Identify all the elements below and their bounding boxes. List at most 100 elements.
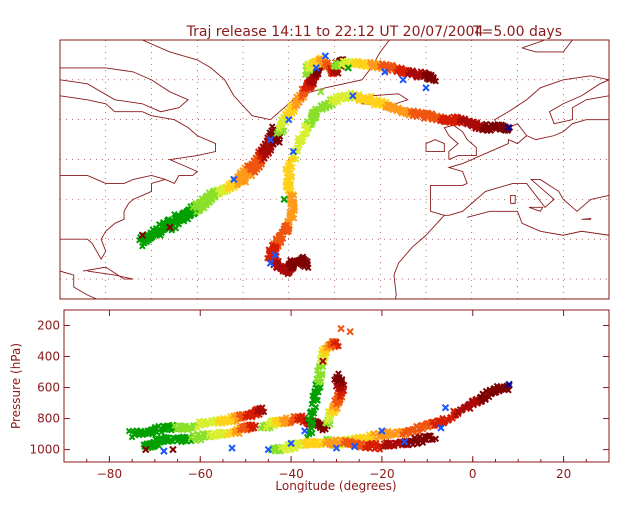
map-endpoint-marker bbox=[422, 84, 430, 92]
map-track-mark bbox=[214, 186, 222, 193]
map-trajectory bbox=[137, 133, 284, 244]
map-track-mark bbox=[286, 191, 294, 198]
map-track-mark bbox=[264, 254, 271, 262]
map-track-mark bbox=[178, 212, 185, 219]
map-track-mark bbox=[340, 57, 348, 65]
pressure-endpoint-marker bbox=[332, 382, 341, 390]
map-track-mark bbox=[470, 119, 477, 127]
map-endpoint-marker bbox=[266, 259, 275, 267]
pressure-track-mark bbox=[335, 342, 342, 350]
map-track-mark bbox=[430, 73, 437, 81]
map-endpoint-marker bbox=[271, 251, 279, 259]
map-track-mark bbox=[402, 106, 410, 114]
map-trajectory bbox=[264, 105, 321, 278]
pressure-trajectory bbox=[257, 412, 331, 434]
coastline bbox=[60, 95, 217, 185]
pressure-track-mark bbox=[372, 439, 380, 447]
pressure-track-mark bbox=[308, 400, 316, 408]
pressure-track-mark bbox=[256, 407, 264, 415]
map-track-mark bbox=[183, 209, 190, 216]
map-track-mark bbox=[256, 153, 264, 160]
time-label: T=5.00 days bbox=[472, 24, 562, 40]
pressure-track-mark bbox=[427, 432, 435, 440]
pressure-track-mark bbox=[411, 425, 418, 433]
map-panel bbox=[59, 39, 629, 300]
pressure-track-mark bbox=[417, 424, 425, 432]
pressure-track-mark bbox=[282, 443, 289, 451]
pressure-track-mark bbox=[429, 418, 436, 426]
pressure-endpoint-marker bbox=[505, 380, 513, 389]
coastline bbox=[443, 124, 477, 160]
map-endpoint-marker bbox=[504, 123, 513, 132]
map-track-mark bbox=[201, 195, 209, 202]
pressure-track-mark bbox=[317, 384, 324, 391]
coastlines bbox=[60, 40, 629, 299]
map-track-mark bbox=[159, 218, 167, 226]
y-tick-label: 600 bbox=[37, 381, 60, 395]
pressure-track-mark bbox=[309, 418, 317, 425]
map-endpoint-marker bbox=[285, 115, 293, 124]
pressure-trajectory bbox=[267, 432, 440, 455]
pressure-track-mark bbox=[322, 425, 329, 433]
pressure-track-mark bbox=[331, 376, 338, 384]
pressure-track-mark bbox=[317, 421, 325, 428]
pressure-track-mark bbox=[500, 386, 508, 393]
map-track-mark bbox=[395, 65, 402, 72]
map-endpoint-marker bbox=[138, 231, 147, 239]
pressure-track-mark bbox=[328, 442, 335, 449]
coastline bbox=[528, 206, 544, 212]
pressure-endpoint-marker bbox=[169, 445, 177, 454]
pressure-track-mark bbox=[322, 440, 329, 448]
map-track-mark bbox=[284, 187, 292, 195]
pressure-endpoint-marker bbox=[142, 445, 150, 454]
pressure-track-mark bbox=[333, 338, 340, 346]
pressure-endpoint-marker bbox=[337, 324, 345, 333]
map-track-mark bbox=[377, 102, 385, 110]
map-track-mark bbox=[285, 165, 293, 173]
pressure-track-mark bbox=[248, 421, 256, 428]
map-track-mark bbox=[291, 97, 299, 105]
coastline bbox=[82, 266, 134, 280]
map-endpoint-marker bbox=[230, 175, 238, 184]
map-endpoint-marker bbox=[289, 147, 298, 156]
map-track-mark bbox=[282, 111, 290, 119]
coastline bbox=[510, 194, 516, 204]
coastline bbox=[548, 79, 609, 125]
coastline bbox=[393, 215, 445, 299]
y-tick-label: 1000 bbox=[29, 443, 60, 457]
coastline bbox=[425, 139, 445, 153]
pressure-track-mark bbox=[364, 441, 372, 448]
map-endpoint-marker bbox=[312, 64, 320, 72]
pressure-track-mark bbox=[308, 413, 316, 420]
coastline bbox=[526, 119, 609, 141]
pressure-track-mark bbox=[205, 430, 213, 437]
coastline bbox=[521, 40, 573, 53]
map-endpoint-marker bbox=[381, 68, 389, 76]
coastline bbox=[620, 217, 629, 221]
pressure-track-mark bbox=[195, 418, 203, 425]
pressure-track-mark bbox=[310, 406, 318, 414]
coastline bbox=[60, 67, 189, 113]
coastline bbox=[60, 270, 97, 299]
pressure-endpoint-marker bbox=[350, 442, 359, 451]
map-track-mark bbox=[242, 179, 250, 186]
x-tick-label: 0 bbox=[469, 467, 477, 481]
map-track-mark bbox=[283, 184, 290, 192]
map-track-mark bbox=[300, 263, 308, 271]
map-endpoint-marker bbox=[349, 92, 357, 100]
map-track-mark bbox=[432, 77, 439, 85]
x-tick-label: −80 bbox=[97, 467, 122, 481]
map-track-mark bbox=[280, 127, 288, 134]
map-trajectory bbox=[330, 57, 439, 85]
y-axis-label: Pressure (hPa) bbox=[9, 343, 23, 429]
coastline bbox=[142, 40, 390, 121]
x-tick-label: 20 bbox=[556, 467, 571, 481]
map-track-mark bbox=[247, 167, 254, 174]
map-track-mark bbox=[147, 229, 155, 236]
pressure-track-mark bbox=[358, 439, 366, 447]
y-tick-label: 200 bbox=[37, 319, 60, 333]
map-track-mark bbox=[219, 184, 227, 192]
pressure-track-mark bbox=[313, 367, 321, 374]
pressure-track-mark bbox=[214, 419, 222, 427]
pressure-track-mark bbox=[459, 406, 466, 413]
